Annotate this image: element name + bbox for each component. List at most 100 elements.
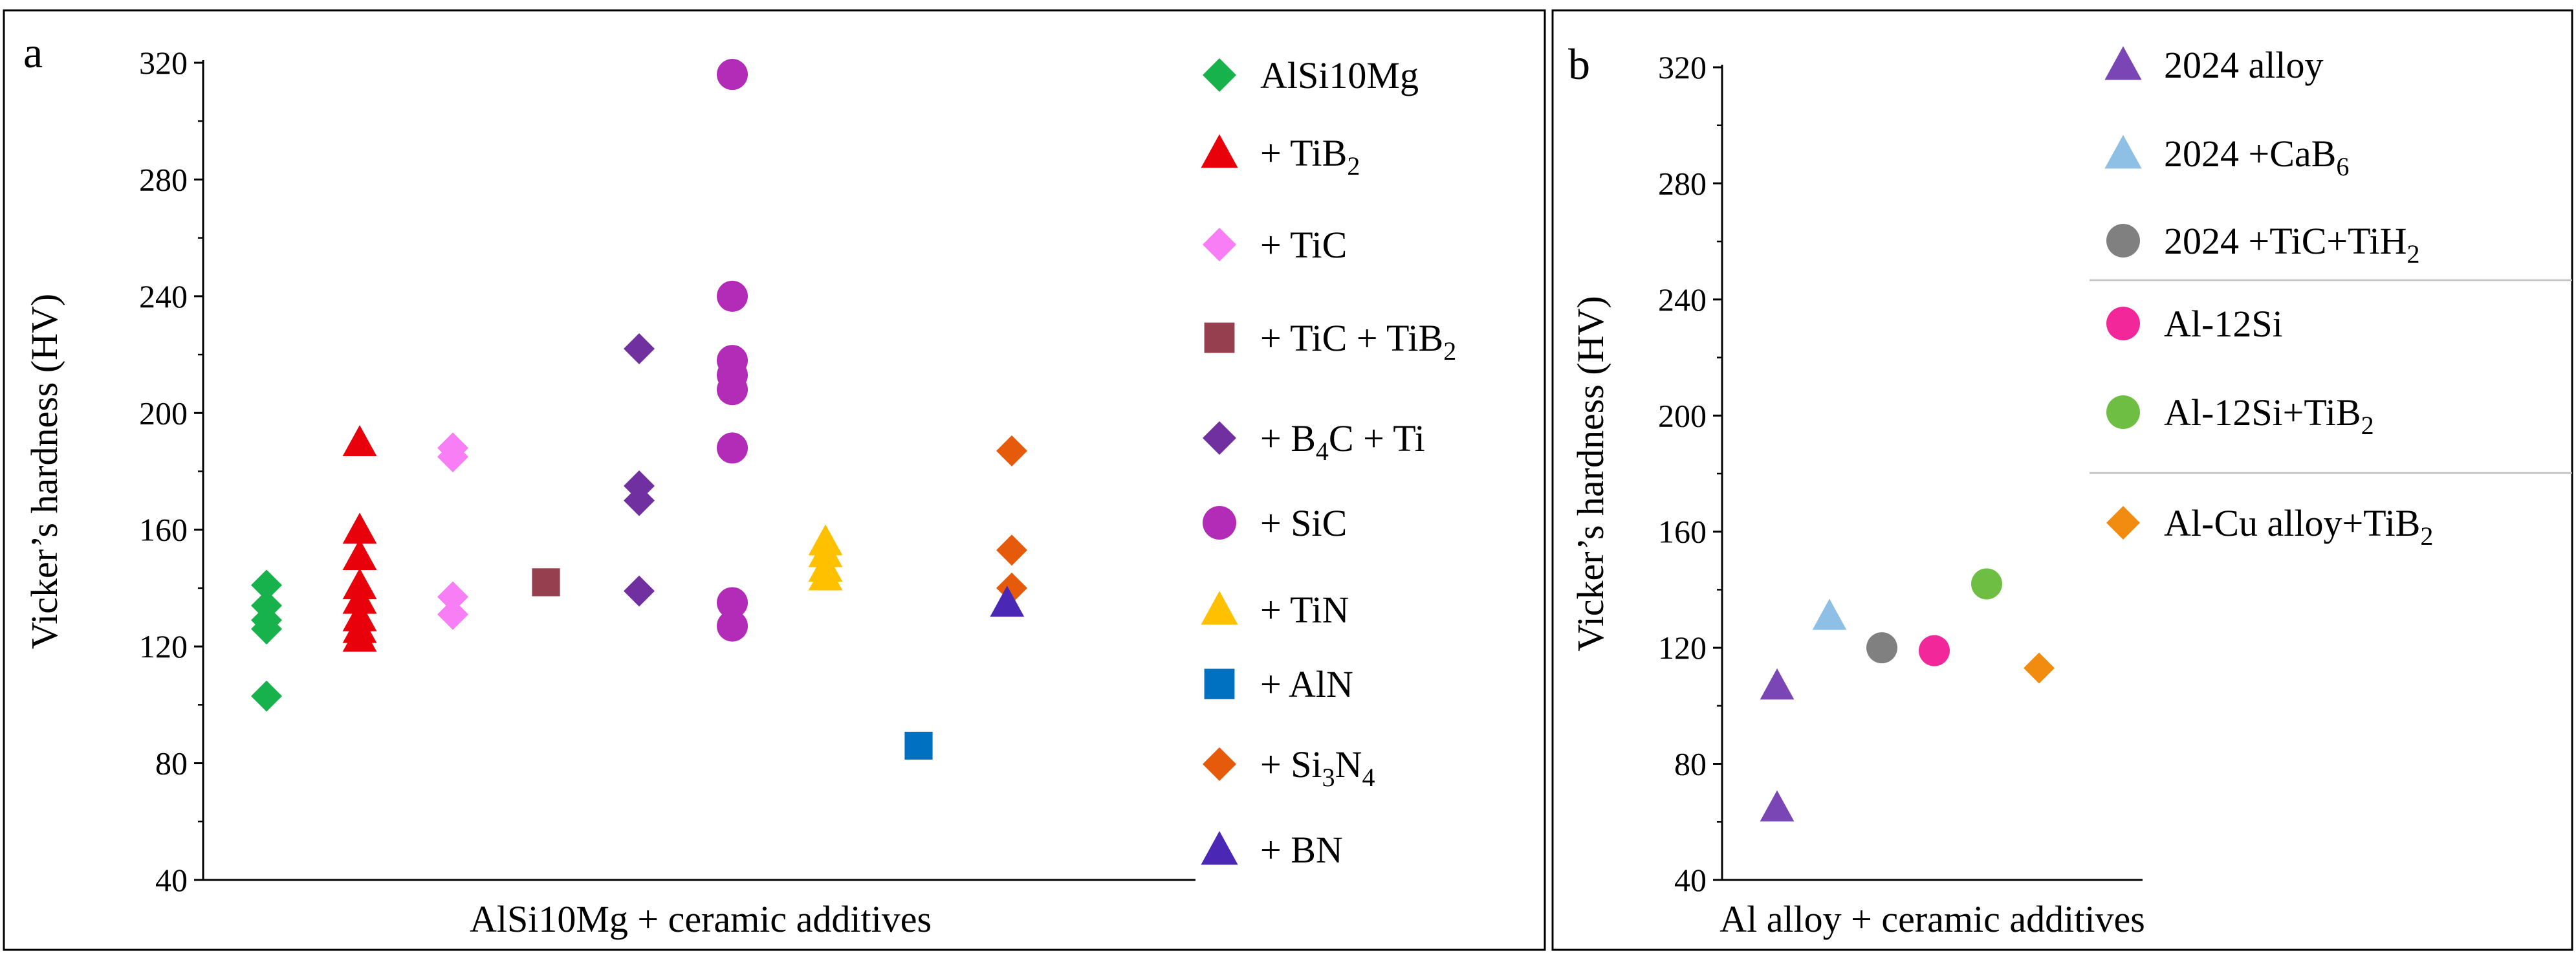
data-point [624,575,655,607]
data-point [1919,635,1950,666]
legend-marker [1201,831,1238,865]
series-3 [1919,635,1950,666]
legend-item: 2024 +CaB6 [2104,133,2349,181]
x-axis-label: AlSi10Mg + ceramic additives [470,898,932,940]
y-tick-label: 40 [155,862,188,898]
legend-marker [2106,224,2140,258]
legend-label: 2024 +TiC+TiH2 [2164,220,2420,269]
data-point [1866,632,1897,664]
legend-label: + B4C + Ti [1260,417,1425,466]
data-point [996,435,1027,467]
series-1 [1812,598,1847,630]
legend-label: + BN [1260,829,1343,871]
legend-marker [1201,134,1238,168]
legend-label: AlSi10Mg [1260,54,1419,96]
data-point [251,569,282,601]
legend-marker [1203,58,1236,92]
legend-item: + Si3N4 [1203,743,1375,792]
data-point [342,512,377,544]
legend-item: + TiN [1201,589,1349,631]
series-9 [990,586,1025,617]
legend-item: + B4C + Ti [1203,417,1425,466]
data-point [342,600,377,631]
y-tick-label: 40 [1674,862,1707,898]
legend-item: + TiB2 [1201,132,1360,181]
series-7 [904,731,933,760]
data-point [437,581,468,613]
legend-label: + TiN [1260,589,1349,631]
legend-label: + TiB2 [1260,132,1360,181]
legend-marker [2104,135,2142,169]
data-point [624,470,655,502]
legend-marker [2106,506,2140,540]
legend-item: Al-12Si+TiB2 [2106,391,2374,440]
legend-item: + BN [1201,829,1343,871]
data-point [2024,652,2055,684]
data-point [342,424,377,457]
legend-label: + TiC [1260,224,1347,266]
data-point [996,534,1027,566]
legend-label: + Si3N4 [1260,743,1375,792]
legend-label: + AlN [1260,663,1353,705]
data-point [1760,790,1795,822]
panel-a-legend: AlSi10Mg + TiB2 + TiC + TiC + TiB2 + B4C + T… [1201,54,1456,871]
data-point [717,280,748,312]
x-axis-label: Al alloy + ceramic additives [1719,898,2145,940]
series-2 [437,432,468,630]
series-6 [808,524,843,591]
y-tick-label: 160 [139,512,188,548]
series-3 [532,568,560,597]
y-tick-label: 200 [1658,397,1707,434]
data-point [251,680,282,712]
data-point [342,568,377,600]
series-0 [1760,668,1795,822]
legend-marker [1203,747,1236,781]
panel-a-plot: 40 80 120 160 200 240 280 320 AlSi10Mg + ceramic… [23,45,1195,940]
panel-a-letter: a [23,28,43,77]
legend-label: + TiC + TiB2 [1260,317,1456,366]
y-tick-label: 120 [139,628,188,664]
data-point [717,587,748,619]
series-0 [251,569,282,712]
series-2 [1866,632,1897,664]
y-axis-label: Vicker’s hardness (HV) [23,294,65,650]
panel-b-legend: 2024 alloy 2024 +CaB6 2024 +TiC+TiH2 Al-12S… [2090,44,2572,551]
y-tick-label: 160 [1658,514,1707,550]
legend-label: Al-12Si [2164,303,2283,345]
y-tick-label: 80 [1674,746,1707,782]
y-tick-label: 320 [139,45,188,81]
data-point [1760,668,1795,700]
series-5 [2024,652,2055,684]
legend-marker [1201,591,1238,625]
data-point [251,589,282,621]
y-tick-label: 120 [1658,630,1707,666]
legend-marker [2106,307,2140,340]
data-point [808,524,843,556]
series-4 [624,333,655,607]
panel-a-frame [3,9,1546,951]
legend-label: Al-12Si+TiB2 [2164,391,2374,440]
series-1 [342,424,377,652]
data-point [717,432,748,464]
legend-label: + SiC [1260,502,1347,544]
legend-marker [1203,228,1236,261]
data-point [1812,598,1847,630]
legend-item: + SiC [1203,502,1347,544]
panel-b-plot: 40 80 120 160 200 240 280 320 Al alloy + ceramic… [1569,49,2145,940]
legend-marker [1203,506,1236,540]
y-tick-label: 280 [139,161,188,197]
legend-marker [2104,46,2142,80]
legend-item: Al-12Si [2106,303,2283,345]
y-tick-label: 280 [1658,165,1707,201]
y-tick-label: 240 [139,278,188,314]
data-point [624,333,655,365]
legend-label: Al-Cu alloy+TiB2 [2164,502,2433,551]
series-5 [717,59,748,642]
data-point [717,610,748,642]
legend-item: 2024 +TiC+TiH2 [2106,220,2420,269]
data-point [437,598,468,630]
series-4 [1971,568,2002,600]
data-point [990,586,1025,617]
legend-marker [2106,395,2140,429]
